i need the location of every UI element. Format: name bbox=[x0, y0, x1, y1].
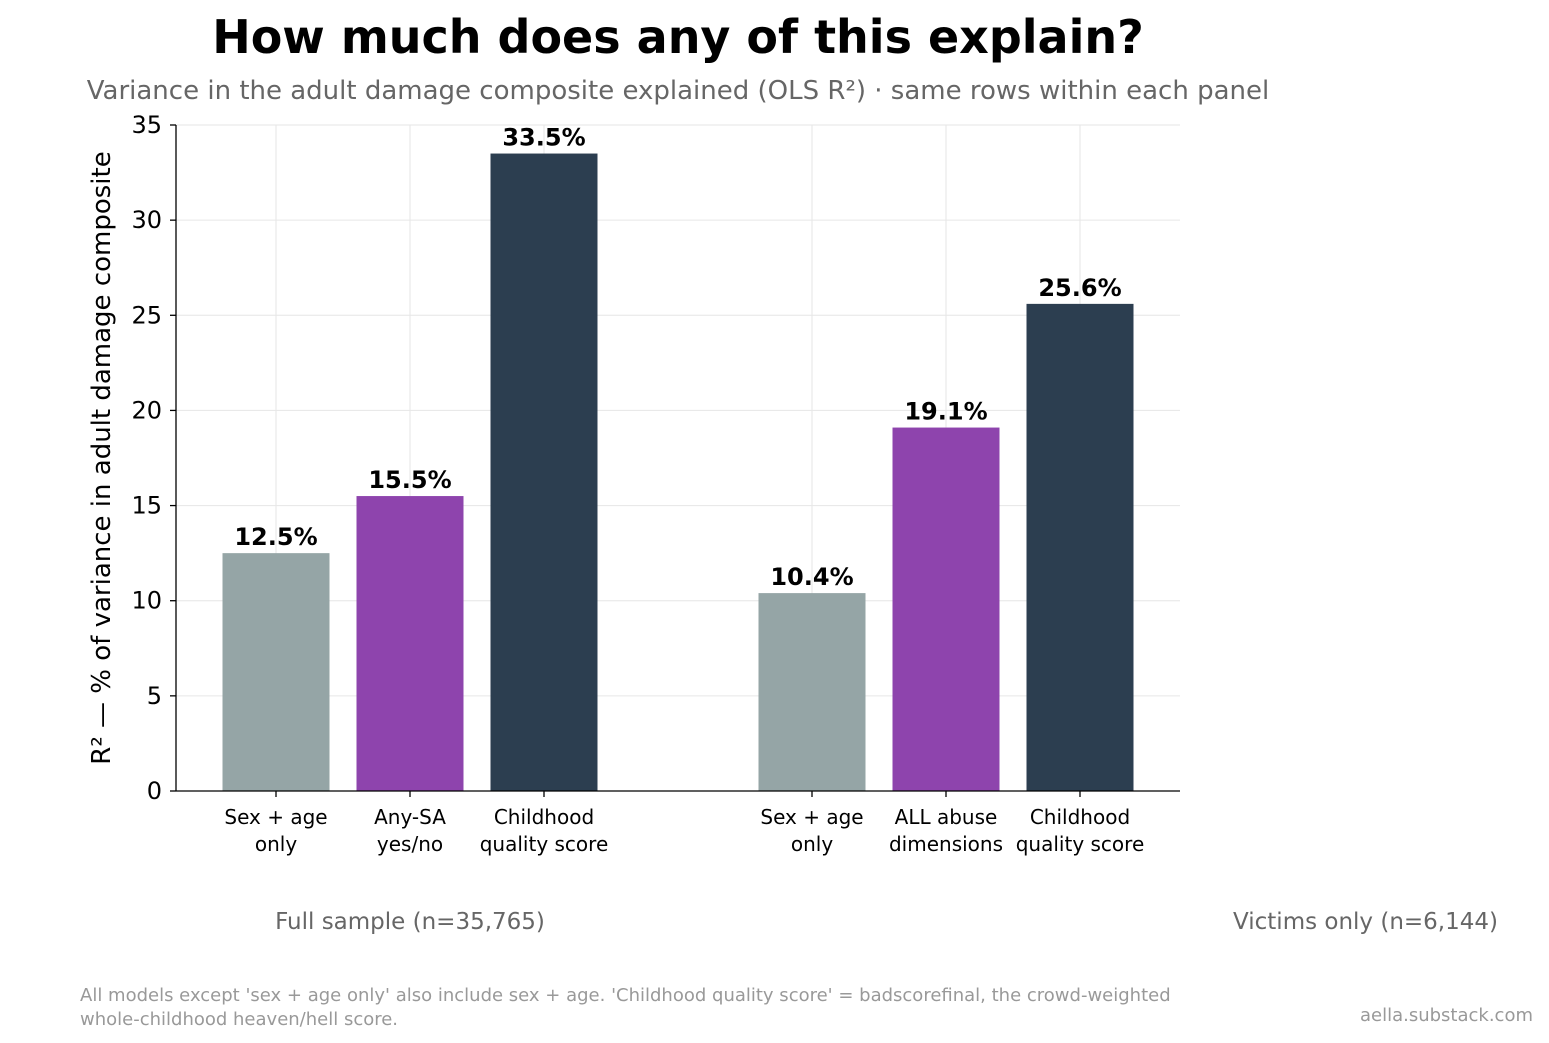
panel-labels: Full sample (n=35,765) Victims only (n=6,… bbox=[275, 909, 1498, 935]
bar bbox=[490, 153, 598, 792]
data-label: 33.5% bbox=[502, 124, 585, 152]
footnote-line-1: All models except 'sex + age only' also … bbox=[80, 985, 1171, 1006]
y-tick-label: 0 bbox=[147, 777, 162, 805]
y-tick-label: 30 bbox=[131, 206, 162, 234]
bar bbox=[758, 593, 866, 791]
bar bbox=[1026, 303, 1134, 791]
x-tick-labels: Sex + age only Any-SA yes/no Childhood qualit… bbox=[224, 805, 1144, 856]
data-label: 19.1% bbox=[904, 398, 987, 426]
y-tick-label: 20 bbox=[131, 396, 162, 424]
axes bbox=[170, 124, 1180, 797]
source-credit: aella.substack.com bbox=[1360, 1005, 1533, 1026]
chart-subtitle: Variance in the adult damage composite e… bbox=[87, 76, 1269, 106]
x-tick-label: ALL abuse dimensions bbox=[889, 805, 1003, 856]
data-label: 12.5% bbox=[234, 523, 317, 551]
x-tick-label: Childhood quality score bbox=[1016, 805, 1145, 856]
x-tick-label: Any-SA yes/no bbox=[374, 805, 446, 856]
y-tick-label: 10 bbox=[131, 587, 162, 615]
data-labels: 12.5% 15.5% 33.5% 10.4% 19.1% 25.6% bbox=[234, 124, 1121, 592]
bar bbox=[892, 427, 1000, 791]
y-axis-label: R² — % of variance in adult damage compo… bbox=[87, 151, 117, 764]
bar bbox=[222, 553, 330, 791]
y-tick-label: 25 bbox=[131, 301, 162, 329]
data-label: 25.6% bbox=[1038, 274, 1121, 302]
y-tick-label: 5 bbox=[147, 682, 162, 710]
x-tick-label: Childhood quality score bbox=[480, 805, 609, 856]
y-tick-label: 15 bbox=[131, 492, 162, 520]
footnote-line-2: whole-childhood heaven/hell score. bbox=[80, 1009, 398, 1030]
chart-title: How much does any of this explain? bbox=[212, 10, 1144, 64]
x-tick-label: Sex + age only bbox=[760, 805, 863, 856]
data-label: 10.4% bbox=[770, 563, 853, 591]
x-tick-label: Sex + age only bbox=[224, 805, 327, 856]
y-tick-labels: 0 5 10 15 20 25 30 35 bbox=[131, 111, 162, 805]
data-label: 15.5% bbox=[368, 466, 451, 494]
bar bbox=[356, 496, 464, 791]
panel-label: Full sample (n=35,765) bbox=[275, 909, 545, 935]
y-tick-label: 35 bbox=[131, 111, 162, 139]
bars bbox=[222, 153, 1134, 792]
panel-label: Victims only (n=6,144) bbox=[1233, 909, 1498, 935]
